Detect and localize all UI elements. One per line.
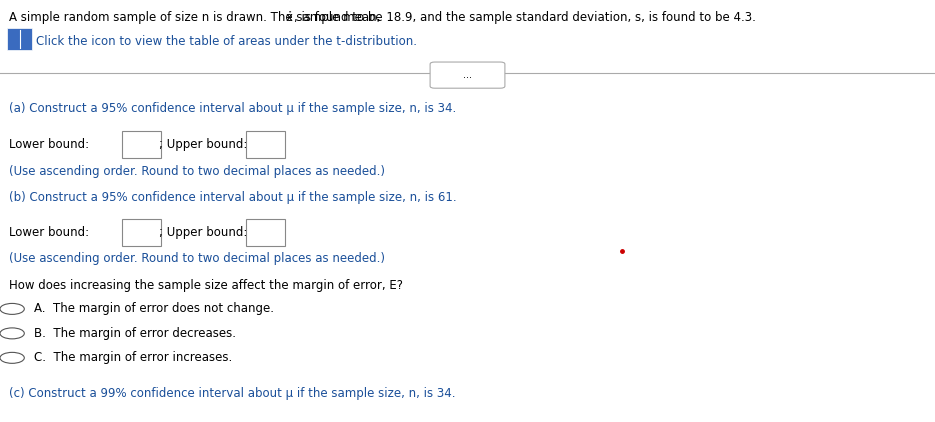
FancyBboxPatch shape <box>246 131 285 158</box>
Circle shape <box>0 328 24 339</box>
FancyBboxPatch shape <box>7 28 32 50</box>
Text: (a) Construct a 95% confidence interval about μ if the sample size, n, is 34.: (a) Construct a 95% confidence interval … <box>9 102 456 115</box>
Text: ...: ... <box>463 70 472 80</box>
Text: Lower bound:: Lower bound: <box>9 138 90 151</box>
Text: ; Upper bound:: ; Upper bound: <box>159 138 248 151</box>
Circle shape <box>0 303 24 314</box>
Text: How does increasing the sample size affect the margin of error, E?: How does increasing the sample size affe… <box>9 279 403 292</box>
Text: ; Upper bound:: ; Upper bound: <box>159 226 248 239</box>
FancyBboxPatch shape <box>430 62 505 88</box>
Text: Lower bound:: Lower bound: <box>9 226 90 239</box>
Text: (c) Construct a 99% confidence interval about μ if the sample size, n, is 34.: (c) Construct a 99% confidence interval … <box>9 387 456 400</box>
Text: C.  The margin of error increases.: C. The margin of error increases. <box>34 352 232 364</box>
Text: Click the icon to view the table of areas under the t-distribution.: Click the icon to view the table of area… <box>36 35 416 48</box>
Text: (b) Construct a 95% confidence interval about μ if the sample size, n, is 61.: (b) Construct a 95% confidence interval … <box>9 191 457 204</box>
Text: B.  The margin of error decreases.: B. The margin of error decreases. <box>34 327 236 340</box>
FancyBboxPatch shape <box>122 219 161 246</box>
Text: , is found to be 18.9, and the sample standard deviation, s, is found to be 4.3.: , is found to be 18.9, and the sample st… <box>295 11 756 24</box>
FancyBboxPatch shape <box>122 131 161 158</box>
FancyBboxPatch shape <box>246 219 285 246</box>
Text: A simple random sample of size n is drawn. The sample mean,: A simple random sample of size n is draw… <box>9 11 384 24</box>
Text: (Use ascending order. Round to two decimal places as needed.): (Use ascending order. Round to two decim… <box>9 165 385 178</box>
Text: x: x <box>286 11 293 24</box>
Circle shape <box>0 352 24 363</box>
Text: A.  The margin of error does not change.: A. The margin of error does not change. <box>34 303 274 315</box>
Text: (Use ascending order. Round to two decimal places as needed.): (Use ascending order. Round to two decim… <box>9 252 385 265</box>
